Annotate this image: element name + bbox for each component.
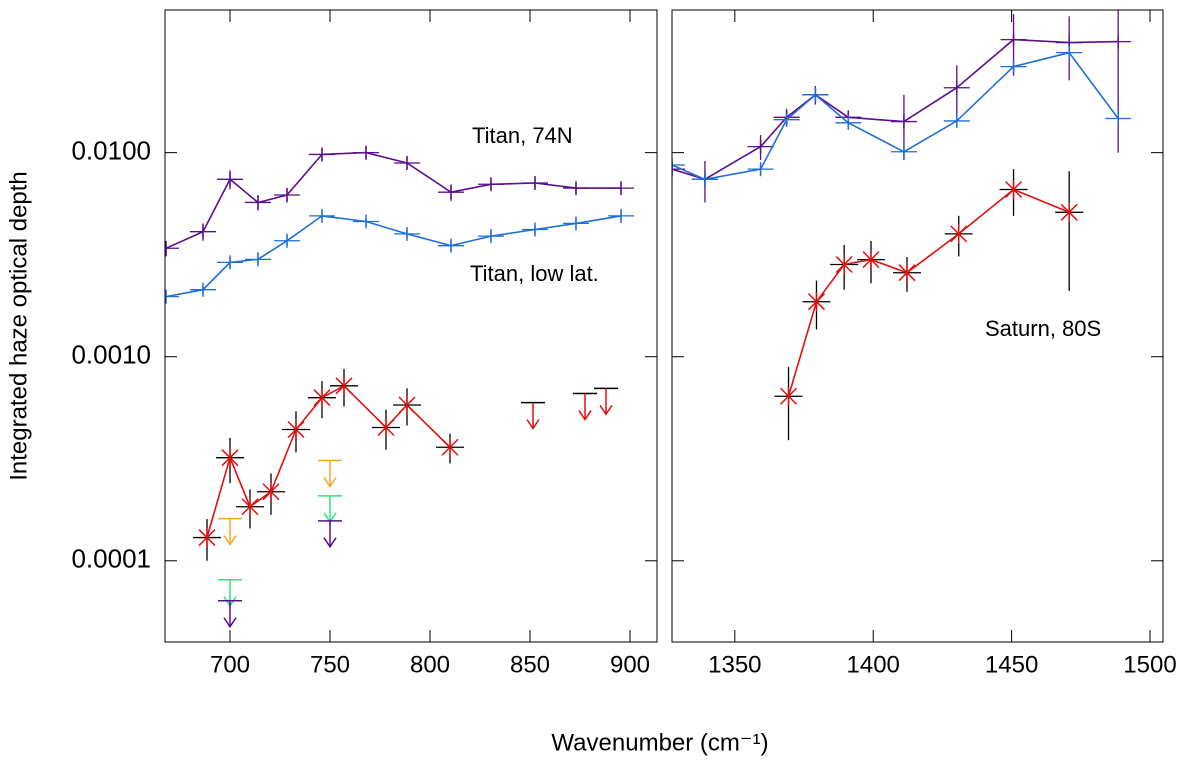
limit-arrow — [578, 393, 592, 421]
marker — [1005, 179, 1023, 200]
marker — [377, 417, 395, 438]
x-tick-label: 1350 — [708, 651, 761, 678]
frame — [671, 9, 1164, 643]
x-tick-label: 750 — [310, 651, 350, 678]
x-tick-label: 800 — [410, 651, 450, 678]
series-line — [787, 188, 1070, 397]
x-tick-label: 900 — [610, 651, 650, 678]
annotation: Titan, 74N — [472, 123, 573, 148]
marker — [807, 292, 826, 312]
marker — [862, 250, 880, 270]
marker — [335, 376, 353, 396]
marker — [1060, 202, 1078, 222]
marker — [262, 482, 280, 502]
series-line — [206, 384, 451, 538]
marker — [441, 437, 459, 457]
y-tick-label: 0.0001 — [71, 544, 151, 574]
marker — [950, 224, 968, 244]
marker — [287, 419, 305, 440]
x-tick-label: 700 — [210, 651, 250, 678]
marker — [835, 254, 853, 275]
marker — [241, 497, 259, 517]
limit-arrow — [526, 402, 540, 430]
frame — [164, 9, 658, 643]
series-line — [672, 38, 1119, 181]
y-tick-label: 0.0100 — [71, 136, 151, 166]
limit-arrow — [599, 388, 613, 416]
series-line — [672, 51, 1119, 181]
limit-arrow — [323, 495, 337, 524]
x-tick-label: 850 — [510, 651, 550, 678]
marker — [779, 386, 798, 406]
marker — [398, 395, 416, 415]
limit-arrow — [223, 600, 237, 629]
x-tick-label: 1450 — [985, 651, 1038, 678]
limit-arrow — [323, 460, 337, 488]
marker — [221, 448, 239, 468]
plot-area — [672, 10, 1132, 441]
x-tick-label: 1400 — [847, 651, 900, 678]
y-axis-label: Integrated haze optical depth — [5, 171, 32, 481]
annotation: Titan, low lat. — [470, 261, 599, 286]
x-axis-label: Wavenumber (cm⁻¹) — [551, 729, 768, 756]
y-tick-label: 0.0010 — [71, 340, 151, 370]
limit-arrow — [223, 518, 237, 546]
marker — [898, 263, 916, 283]
series-line — [165, 151, 621, 250]
x-tick-label: 1500 — [1123, 651, 1176, 678]
annotation: Saturn, 80S — [985, 316, 1101, 341]
marker — [313, 388, 331, 408]
limit-arrow — [323, 520, 337, 549]
plot-area — [165, 145, 634, 629]
marker — [198, 527, 216, 548]
